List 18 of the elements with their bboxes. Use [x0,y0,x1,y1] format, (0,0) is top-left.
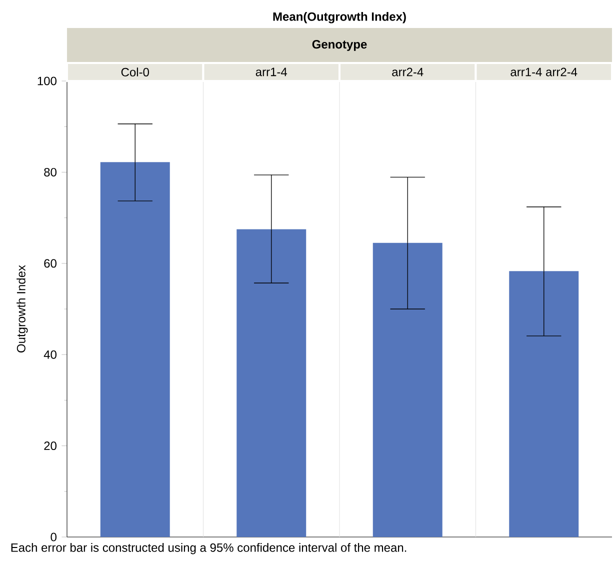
bar [372,242,442,537]
x-tick-label: Col-0 [121,68,149,76]
y-tick-label: 40 [44,350,56,359]
x-axis-title: Genotype [312,40,367,51]
y-tick-label: 80 [44,168,56,176]
bar [100,162,170,537]
text: Each error bar is constructed using a 95% confidence interval of the mean. [11,543,406,554]
x-tick-label: arr1-4 [256,68,288,76]
y-tick-label: 0 [50,532,56,542]
bar [236,229,306,537]
y-axis-title: Outgrowth Index [16,265,28,352]
chart-title: Mean(Outgrowth Index) [273,12,406,24]
y-tick-label: 60 [44,259,56,268]
y-tick-label: 20 [44,442,56,450]
x-tick-label: arr1-4 arr2-4 [510,68,578,76]
bar [509,271,579,537]
y-tick-label: 100 [38,76,56,86]
x-tick-label: arr2-4 [392,68,424,76]
